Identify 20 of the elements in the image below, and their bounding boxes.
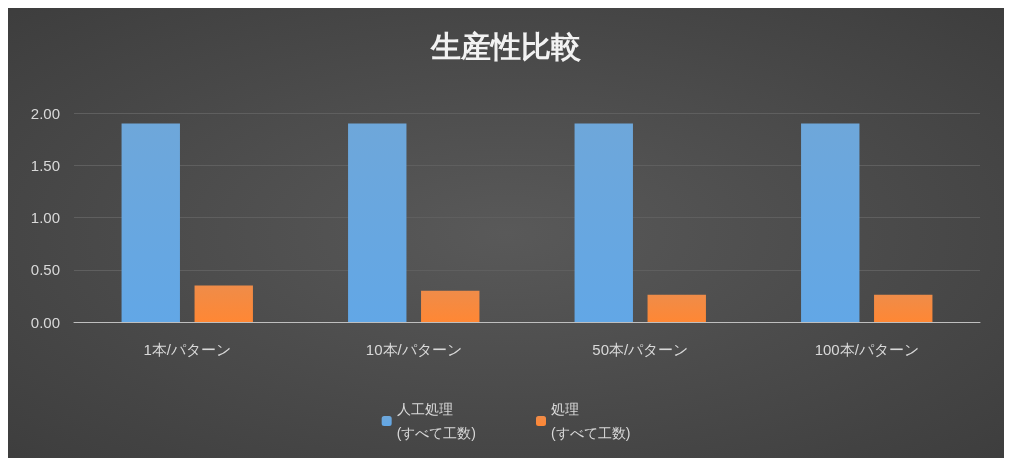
legend-label: 処理 (すべて工数) [551,401,631,441]
legend-label: 人工処理 (すべて工数) [396,401,476,441]
bar [647,294,706,322]
bar [121,123,180,322]
bar [348,123,407,322]
y-tick-label: 1.50 [30,156,60,174]
bar [194,285,253,322]
y-tick-label: 1.00 [30,209,60,226]
bar [574,123,633,322]
bar [421,290,480,322]
chart-title: 生産性比較 [430,29,581,63]
x-tick-label: 10本/パターン [365,341,462,358]
y-tick-label: 0.50 [30,261,60,279]
bar [874,294,933,322]
x-tick-label: 50本/パターン [592,341,689,358]
y-tick-label: 2.00 [30,104,60,122]
y-tick-label: 0.00 [30,313,60,331]
bar [801,123,860,322]
x-tick-label: 1本/パターン [143,341,232,358]
x-tick-label: 100本/パターン [814,341,919,358]
